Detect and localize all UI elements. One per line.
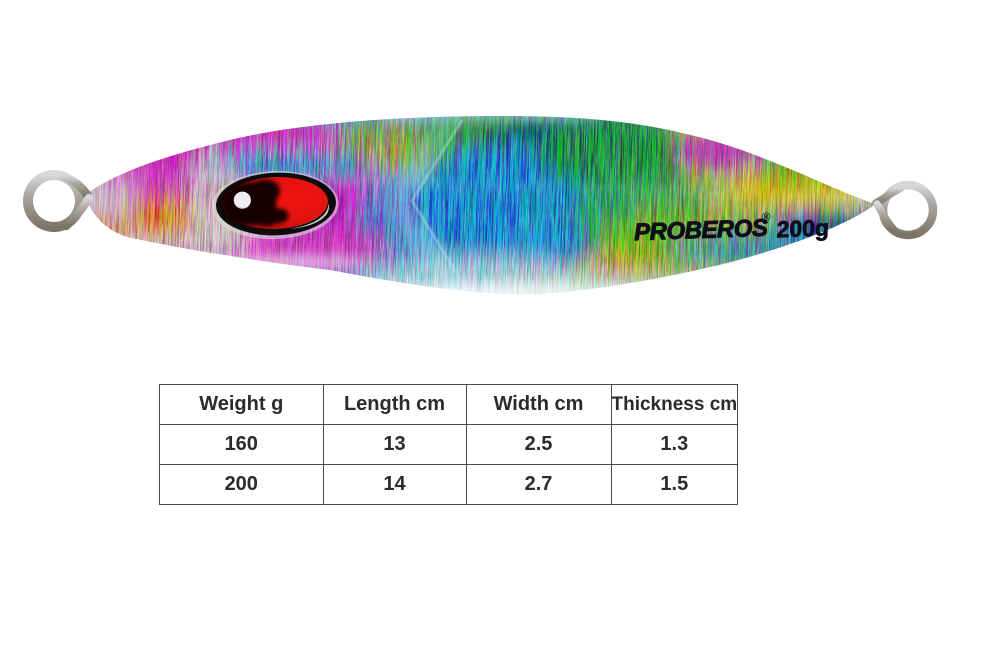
svg-text:®: ® [761, 210, 770, 224]
svg-text:200g: 200g [776, 214, 829, 242]
svg-text:PROBEROS: PROBEROS [634, 215, 769, 247]
